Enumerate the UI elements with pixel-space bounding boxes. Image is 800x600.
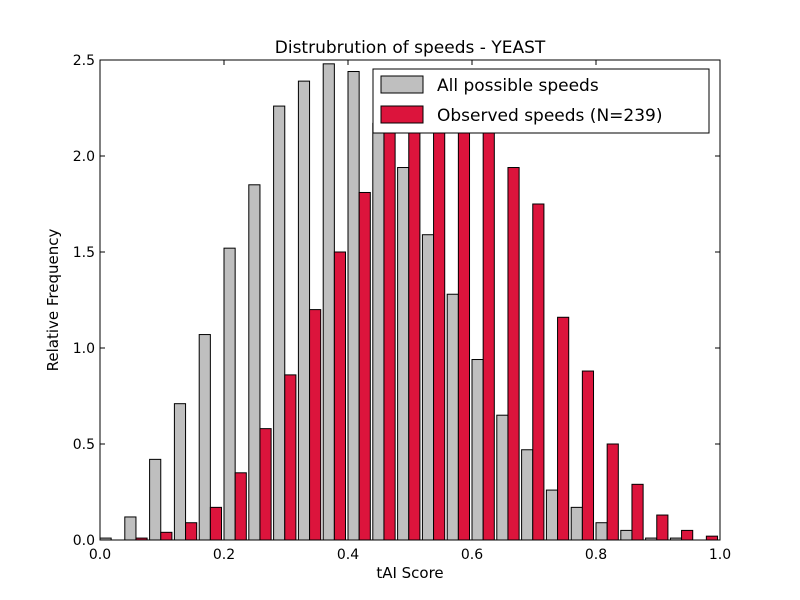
y-tick-label: 1.5 (73, 245, 95, 261)
x-tick-label: 0.0 (89, 547, 111, 563)
bar-all-possible-6 (248, 184, 261, 541)
bar-all-possible-12 (397, 167, 410, 541)
bar-observed-15 (482, 107, 495, 541)
bar-observed-13 (433, 94, 446, 541)
y-tick-label: 0.0 (73, 533, 95, 549)
bar-observed-3 (185, 522, 198, 541)
bar-observed-12 (408, 101, 421, 541)
bar-observed-5 (234, 472, 247, 541)
bar-all-possible-14 (446, 293, 459, 541)
legend-label: All possible speeds (437, 76, 599, 96)
bar-observed-18 (557, 316, 570, 541)
y-tick-label: 2.5 (73, 53, 95, 69)
bar-all-possible-1 (124, 516, 137, 541)
bar-observed-7 (284, 374, 297, 541)
plot-frame (99, 59, 721, 541)
legend-frame (372, 68, 710, 134)
bars-layer (99, 63, 719, 541)
bar-all-possible-20 (595, 522, 608, 541)
bar-all-possible-10 (347, 71, 360, 541)
bar-observed-6 (259, 428, 272, 541)
legend-label: Observed speeds (N=239) (437, 106, 662, 126)
bar-all-possible-17 (521, 449, 534, 541)
x-axis-title: tAI Score (376, 564, 443, 582)
bar-observed-22 (656, 514, 669, 541)
x-tick-label: 0.4 (337, 547, 359, 563)
bar-all-possible-13 (421, 234, 435, 541)
bar-all-possible-5 (223, 247, 236, 541)
x-tick-label: 0.8 (585, 547, 607, 563)
bar-observed-23 (681, 529, 694, 541)
bar-all-possible-4 (198, 334, 211, 541)
x-tick-label: 0.6 (461, 547, 483, 563)
bar-all-possible-16 (496, 414, 509, 541)
bar-observed-4 (209, 506, 223, 541)
bar-all-possible-7 (273, 105, 286, 541)
bar-observed-21 (631, 483, 644, 541)
bar-all-possible-21 (620, 529, 633, 541)
bar-all-possible-9 (322, 63, 335, 541)
y-tick-label: 0.5 (73, 437, 95, 453)
bar-observed-14 (457, 94, 471, 541)
bar-all-possible-15 (471, 359, 484, 541)
y-tick-label: 1.0 (73, 341, 95, 357)
y-axis-title: Relative Frequency (44, 229, 62, 372)
legend-swatch (380, 105, 424, 124)
bar-observed-17 (532, 203, 545, 541)
bar-all-possible-11 (372, 122, 385, 541)
x-tick-label: 0.2 (213, 547, 235, 563)
bar-all-possible-19 (570, 506, 583, 541)
ticks-layer: 0.0 0.2 0.4 0.6 0.8 1.0 0.0 0.5 1.0 1.5 2.0 2.5 (73, 53, 731, 563)
bar-observed-19 (581, 370, 595, 541)
bar-observed-11 (383, 107, 396, 541)
bar-observed-9 (333, 251, 347, 541)
x-tick-label: 1.0 (709, 547, 731, 563)
bar-observed-10 (358, 191, 371, 541)
bar-all-possible-2 (149, 458, 162, 541)
bar-observed-20 (606, 443, 619, 541)
legend-swatch (380, 75, 424, 94)
bar-observed-16 (507, 167, 520, 541)
y-tick-label: 2.0 (73, 149, 95, 165)
bar-all-possible-8 (297, 80, 311, 541)
bar-all-possible-3 (173, 403, 187, 541)
bar-observed-2 (160, 531, 173, 541)
legend: All possible speeds Observed speeds (N=23… (372, 68, 710, 134)
bar-observed-8 (309, 309, 322, 541)
bar-all-possible-18 (545, 489, 559, 541)
bar-observed-24 (705, 535, 719, 541)
chart-title: Distrubrution of speeds - YEAST (275, 38, 546, 58)
